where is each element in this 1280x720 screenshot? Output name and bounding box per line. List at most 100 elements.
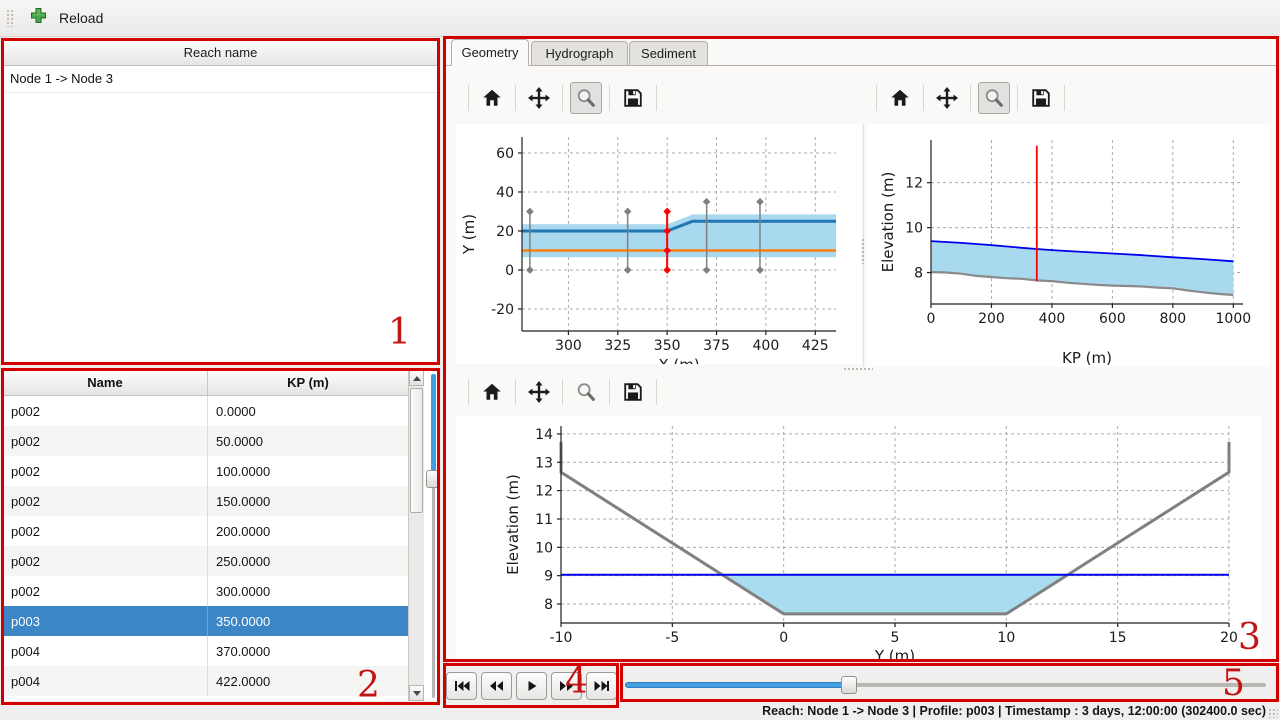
vertical-splitter-handle[interactable] [861,238,866,264]
home-icon[interactable] [476,376,508,408]
main-toolbar: Reload [0,0,1280,37]
skip-to-start-button[interactable] [446,672,477,700]
home-icon[interactable] [884,82,916,114]
svg-text:8: 8 [544,597,553,613]
svg-text:10: 10 [997,630,1015,646]
plan-view-toolbar [461,80,664,116]
reach-list-item[interactable]: Node 1 -> Node 3 [3,66,438,93]
toolbar-drag-handle[interactable] [6,9,14,27]
table-row[interactable]: p002 250.0000 [3,546,408,576]
table-row[interactable]: p002 300.0000 [3,576,408,606]
svg-text:-20: -20 [491,302,514,318]
zoom-icon[interactable] [570,82,602,114]
scroll-down-button[interactable] [409,685,424,701]
svg-text:425: 425 [802,338,829,354]
cell-kp: 250.0000 [216,553,271,569]
svg-text:13: 13 [535,455,553,471]
pan-icon[interactable] [931,82,963,114]
horizontal-splitter-handle[interactable] [843,367,873,372]
cell-kp: 370.0000 [216,643,271,659]
svg-text:Elevation (m): Elevation (m) [879,172,897,273]
status-text: Reach: Node 1 -> Node 3 | Profile: p003 … [762,703,1266,718]
save-icon[interactable] [617,82,649,114]
status-bar: Reach: Node 1 -> Node 3 | Profile: p003 … [0,701,1280,720]
svg-text:400: 400 [753,338,780,354]
svg-text:0: 0 [505,263,514,279]
plus-icon [30,7,47,29]
plan-view-chart[interactable]: 300 325 350 375 400 425 -20 0 20 40 60 X (m) Y (m) [456,124,861,364]
svg-text:KP (m): KP (m) [1062,349,1112,367]
cell-name: p002 [3,426,208,456]
svg-text:350: 350 [654,338,681,354]
svg-text:800: 800 [1159,311,1186,327]
skip-to-end-button[interactable] [586,672,617,700]
long-profile-chart[interactable]: 0 200 400 600 800 1000 8 10 12 KP (m) Elevation (m… [867,124,1271,367]
table-row[interactable]: p002 100.0000 [3,456,408,486]
cell-kp: 150.0000 [216,493,271,509]
svg-text:Elevation (m): Elevation (m) [504,474,522,575]
time-slider-track[interactable] [625,683,1266,687]
svg-text:14: 14 [535,427,553,443]
svg-text:300: 300 [555,338,582,354]
svg-text:0: 0 [779,630,788,646]
save-icon[interactable] [617,376,649,408]
svg-text:10: 10 [535,540,553,556]
svg-text:1000: 1000 [1216,311,1252,327]
svg-text:20: 20 [496,224,514,240]
svg-text:5: 5 [891,630,900,646]
cell-kp: 50.0000 [216,433,263,449]
table-row[interactable]: p003 350.0000 [3,606,408,636]
table-scrollbar[interactable] [408,370,424,702]
scroll-up-button[interactable] [409,370,424,386]
vertical-slider-handle[interactable] [426,470,438,488]
cross-section-chart[interactable]: -10 -5 0 5 10 15 20 8 9 10 11 12 13 14 Y (m) Elevation … [456,416,1261,662]
home-icon[interactable] [476,82,508,114]
svg-text:10: 10 [905,221,923,237]
save-icon[interactable] [1025,82,1057,114]
table-row[interactable]: p002 150.0000 [3,486,408,516]
svg-text:Y (m): Y (m) [874,647,915,662]
cell-name: p002 [3,546,208,576]
svg-text:-10: -10 [550,630,573,646]
tab-sediment[interactable]: Sediment [629,41,708,66]
reach-list-panel: Reach name Node 1 -> Node 3 [2,39,439,364]
cell-kp: 200.0000 [216,523,271,539]
pan-icon[interactable] [523,82,555,114]
table-row[interactable]: p002 0.0000 [3,396,408,426]
pan-icon[interactable] [523,376,555,408]
reach-list-header: Reach name [3,40,438,66]
cell-kp: 100.0000 [216,463,271,479]
tab-hydrograph[interactable]: Hydrograph [531,41,628,66]
column-header-name[interactable]: Name [3,370,208,395]
play-button[interactable] [516,672,547,700]
profile-table: Name KP (m) p002 0.0000 p002 50.0000 p002 100… [3,370,408,696]
reach-list: Node 1 -> Node 3 [3,66,438,93]
cell-kp: 350.0000 [216,613,271,629]
svg-text:15: 15 [1109,630,1127,646]
time-slider-filled-track [625,682,847,688]
table-row[interactable]: p002 200.0000 [3,516,408,546]
resize-grip-icon[interactable] [1268,708,1278,718]
column-header-kp[interactable]: KP (m) [287,375,329,390]
cell-name: p002 [3,516,208,546]
cell-name: p002 [3,396,208,426]
table-row[interactable]: p004 370.0000 [3,636,408,666]
svg-text:325: 325 [604,338,631,354]
plot-panel: Geometry Hydrograph Sediment [444,37,1278,662]
time-slider-handle[interactable] [841,676,857,694]
table-row[interactable]: p004 422.0000 [3,666,408,696]
step-back-button[interactable] [481,672,512,700]
tab-geometry[interactable]: Geometry [451,39,529,66]
svg-text:60: 60 [496,146,514,162]
zoom-icon[interactable] [570,376,602,408]
zoom-icon[interactable] [978,82,1010,114]
step-forward-button[interactable] [551,672,582,700]
table-row[interactable]: p002 50.0000 [3,426,408,456]
cell-name: p002 [3,486,208,516]
svg-text:12: 12 [905,176,923,192]
reload-button[interactable]: Reload [20,4,113,32]
scrollbar-thumb[interactable] [410,388,423,513]
svg-text:0: 0 [927,311,936,327]
svg-text:-5: -5 [665,630,679,646]
reload-label: Reload [59,10,104,26]
